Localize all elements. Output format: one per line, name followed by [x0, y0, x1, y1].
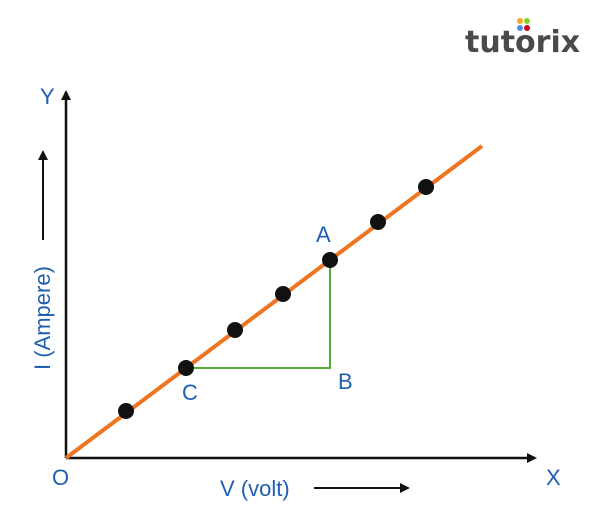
point-b-label: B	[338, 369, 353, 394]
tutorix-logo: tutorix	[465, 18, 580, 60]
y-axis-end-label: Y	[40, 84, 55, 109]
x-axis-end-label: X	[546, 465, 561, 490]
data-point-a	[322, 252, 338, 268]
logo-dot-icon	[524, 18, 530, 24]
data-point	[227, 322, 243, 338]
x-quantity-label: V (volt)	[220, 476, 290, 501]
point-a-label: A	[316, 222, 331, 247]
logo-dot-icon	[524, 25, 530, 31]
y-quantity-label: I (Ampere)	[30, 266, 55, 370]
data-point	[118, 403, 134, 419]
logo-dot-icon	[517, 25, 523, 31]
data-point	[275, 286, 291, 302]
point-c-label: C	[182, 380, 198, 405]
data-point	[418, 179, 434, 195]
data-point	[370, 214, 386, 230]
slope-triangle	[186, 260, 331, 369]
logo-dot-icon	[517, 18, 523, 24]
logo-text: tutorix	[465, 25, 580, 60]
origin-label: O	[52, 465, 69, 490]
data-points	[118, 179, 434, 419]
best-fit-line	[64, 144, 484, 460]
data-point-c	[178, 360, 194, 376]
